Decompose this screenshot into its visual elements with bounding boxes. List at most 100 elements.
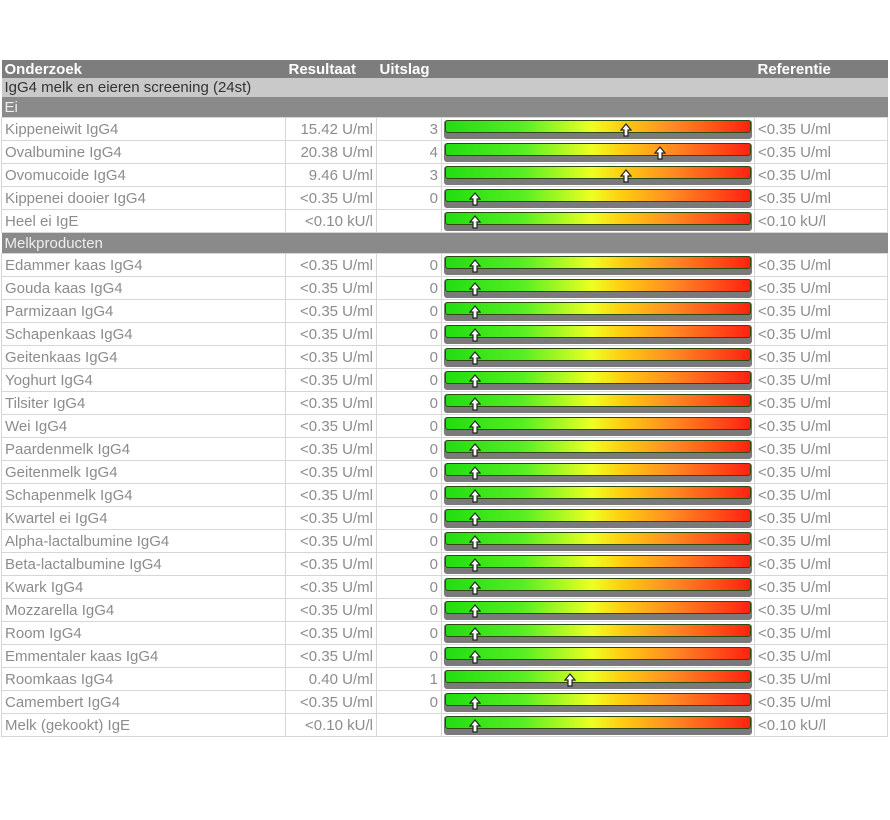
table-row: Beta-lactalbumine IgG4 <0.35 U/ml 0 <0.3… bbox=[1, 552, 888, 576]
arrow-up-icon bbox=[468, 258, 482, 273]
test-class: 0 bbox=[376, 644, 442, 668]
scale-bar bbox=[444, 600, 752, 620]
scale-bar bbox=[444, 165, 752, 185]
test-result: <0.35 U/ml bbox=[285, 322, 377, 346]
test-reference: <0.35 U/ml bbox=[754, 575, 888, 599]
test-class: 0 bbox=[376, 437, 442, 461]
table-row: Room IgG4 <0.35 U/ml 0 <0.35 U/ml bbox=[1, 621, 888, 645]
test-reference: <0.35 U/ml bbox=[754, 253, 888, 277]
test-reference: <0.35 U/ml bbox=[754, 552, 888, 576]
test-reference: <0.35 U/ml bbox=[754, 276, 888, 300]
scale-gradient bbox=[445, 142, 751, 156]
scale-bar bbox=[444, 347, 752, 367]
arrow-up-icon bbox=[468, 281, 482, 296]
scale-gradient bbox=[445, 370, 751, 384]
scale-gradient bbox=[445, 692, 751, 706]
result-scale bbox=[441, 414, 755, 438]
test-name: Roomkaas IgG4 bbox=[1, 667, 286, 691]
scale-bar bbox=[444, 623, 752, 643]
scale-bar bbox=[444, 142, 752, 162]
test-name: Camembert IgG4 bbox=[1, 690, 286, 714]
arrow-up-icon bbox=[468, 626, 482, 641]
test-class: 0 bbox=[376, 186, 442, 210]
result-scale bbox=[441, 253, 755, 277]
scale-bar bbox=[444, 255, 752, 275]
test-result: 15.42 U/ml bbox=[285, 117, 377, 141]
table-row: Emmentaler kaas IgG4 <0.35 U/ml 0 <0.35 … bbox=[1, 644, 888, 668]
table-row: Geitenmelk IgG4 <0.35 U/ml 0 <0.35 U/ml bbox=[1, 460, 888, 484]
table-row: Ovomucoide IgG4 9.46 U/ml 3 <0.35 U/ml bbox=[1, 163, 888, 187]
test-reference: <0.10 kU/l bbox=[754, 209, 888, 233]
result-scale bbox=[441, 552, 755, 576]
test-name: Kwark IgG4 bbox=[1, 575, 286, 599]
test-result: <0.35 U/ml bbox=[285, 276, 377, 300]
table-row: Roomkaas IgG4 0.40 U/ml 1 <0.35 U/ml bbox=[1, 667, 888, 691]
test-reference: <0.35 U/ml bbox=[754, 598, 888, 622]
test-reference: <0.35 U/ml bbox=[754, 621, 888, 645]
result-scale bbox=[441, 529, 755, 553]
scale-gradient bbox=[445, 508, 751, 522]
result-scale bbox=[441, 299, 755, 323]
test-reference: <0.35 U/ml bbox=[754, 414, 888, 438]
arrow-up-icon bbox=[468, 350, 482, 365]
result-scale bbox=[441, 163, 755, 187]
test-name: Schapenmelk IgG4 bbox=[1, 483, 286, 507]
test-result: <0.35 U/ml bbox=[285, 345, 377, 369]
result-scale bbox=[441, 437, 755, 461]
test-name: Mozzarella IgG4 bbox=[1, 598, 286, 622]
arrow-up-icon bbox=[468, 327, 482, 342]
arrow-up-icon bbox=[563, 672, 577, 687]
scale-gradient bbox=[445, 324, 751, 338]
scale-gradient bbox=[445, 485, 751, 499]
scale-gradient bbox=[445, 462, 751, 476]
test-class: 0 bbox=[376, 460, 442, 484]
scale-gradient bbox=[445, 577, 751, 591]
test-reference: <0.35 U/ml bbox=[754, 690, 888, 714]
scale-bar bbox=[444, 646, 752, 666]
test-reference: <0.35 U/ml bbox=[754, 506, 888, 530]
test-result: <0.35 U/ml bbox=[285, 391, 377, 415]
test-name: Heel ei IgE bbox=[1, 209, 286, 233]
test-class: 0 bbox=[376, 414, 442, 438]
test-name: Kippeneiwit IgG4 bbox=[1, 117, 286, 141]
scale-bar bbox=[444, 439, 752, 459]
panel-title-row: IgG4 melk en eieren screening (24st) bbox=[1, 78, 888, 97]
test-reference: <0.35 U/ml bbox=[754, 322, 888, 346]
result-scale bbox=[441, 391, 755, 415]
table-row: Schapenmelk IgG4 <0.35 U/ml 0 <0.35 U/ml bbox=[1, 483, 888, 507]
test-name: Melk (gekookt) IgE bbox=[1, 713, 286, 737]
subgroup-title: Ei bbox=[1, 97, 888, 118]
test-reference: <0.35 U/ml bbox=[754, 460, 888, 484]
scale-gradient bbox=[445, 119, 751, 133]
scale-bar bbox=[444, 278, 752, 298]
result-scale bbox=[441, 140, 755, 164]
test-class: 0 bbox=[376, 575, 442, 599]
scale-gradient bbox=[445, 211, 751, 225]
result-scale bbox=[441, 713, 755, 737]
panel-title: IgG4 melk en eieren screening (24st) bbox=[1, 78, 888, 97]
scale-bar bbox=[444, 669, 752, 689]
subgroup-title: Melkproducten bbox=[1, 232, 888, 254]
table-row: Parmizaan IgG4 <0.35 U/ml 0 <0.35 U/ml bbox=[1, 299, 888, 323]
test-name: Gouda kaas IgG4 bbox=[1, 276, 286, 300]
table-row: Alpha-lactalbumine IgG4 <0.35 U/ml 0 <0.… bbox=[1, 529, 888, 553]
table-row: Melk (gekookt) IgE <0.10 kU/l <0.10 kU/l bbox=[1, 713, 888, 737]
test-class: 0 bbox=[376, 322, 442, 346]
test-name: Wei IgG4 bbox=[1, 414, 286, 438]
scale-bar bbox=[444, 577, 752, 597]
test-result: 0.40 U/ml bbox=[285, 667, 377, 691]
scale-bar bbox=[444, 416, 752, 436]
test-class bbox=[376, 713, 442, 737]
test-result: <0.35 U/ml bbox=[285, 414, 377, 438]
test-name: Geitenkaas IgG4 bbox=[1, 345, 286, 369]
scale-gradient bbox=[445, 347, 751, 361]
test-class: 3 bbox=[376, 163, 442, 187]
table-row: Kwartel ei IgG4 <0.35 U/ml 0 <0.35 U/ml bbox=[1, 506, 888, 530]
table-row: Geitenkaas IgG4 <0.35 U/ml 0 <0.35 U/ml bbox=[1, 345, 888, 369]
test-reference: <0.35 U/ml bbox=[754, 529, 888, 553]
scale-gradient bbox=[445, 715, 751, 729]
test-class: 0 bbox=[376, 506, 442, 530]
test-reference: <0.35 U/ml bbox=[754, 163, 888, 187]
header-resultaat: Resultaat bbox=[285, 60, 377, 78]
test-result: <0.35 U/ml bbox=[285, 460, 377, 484]
